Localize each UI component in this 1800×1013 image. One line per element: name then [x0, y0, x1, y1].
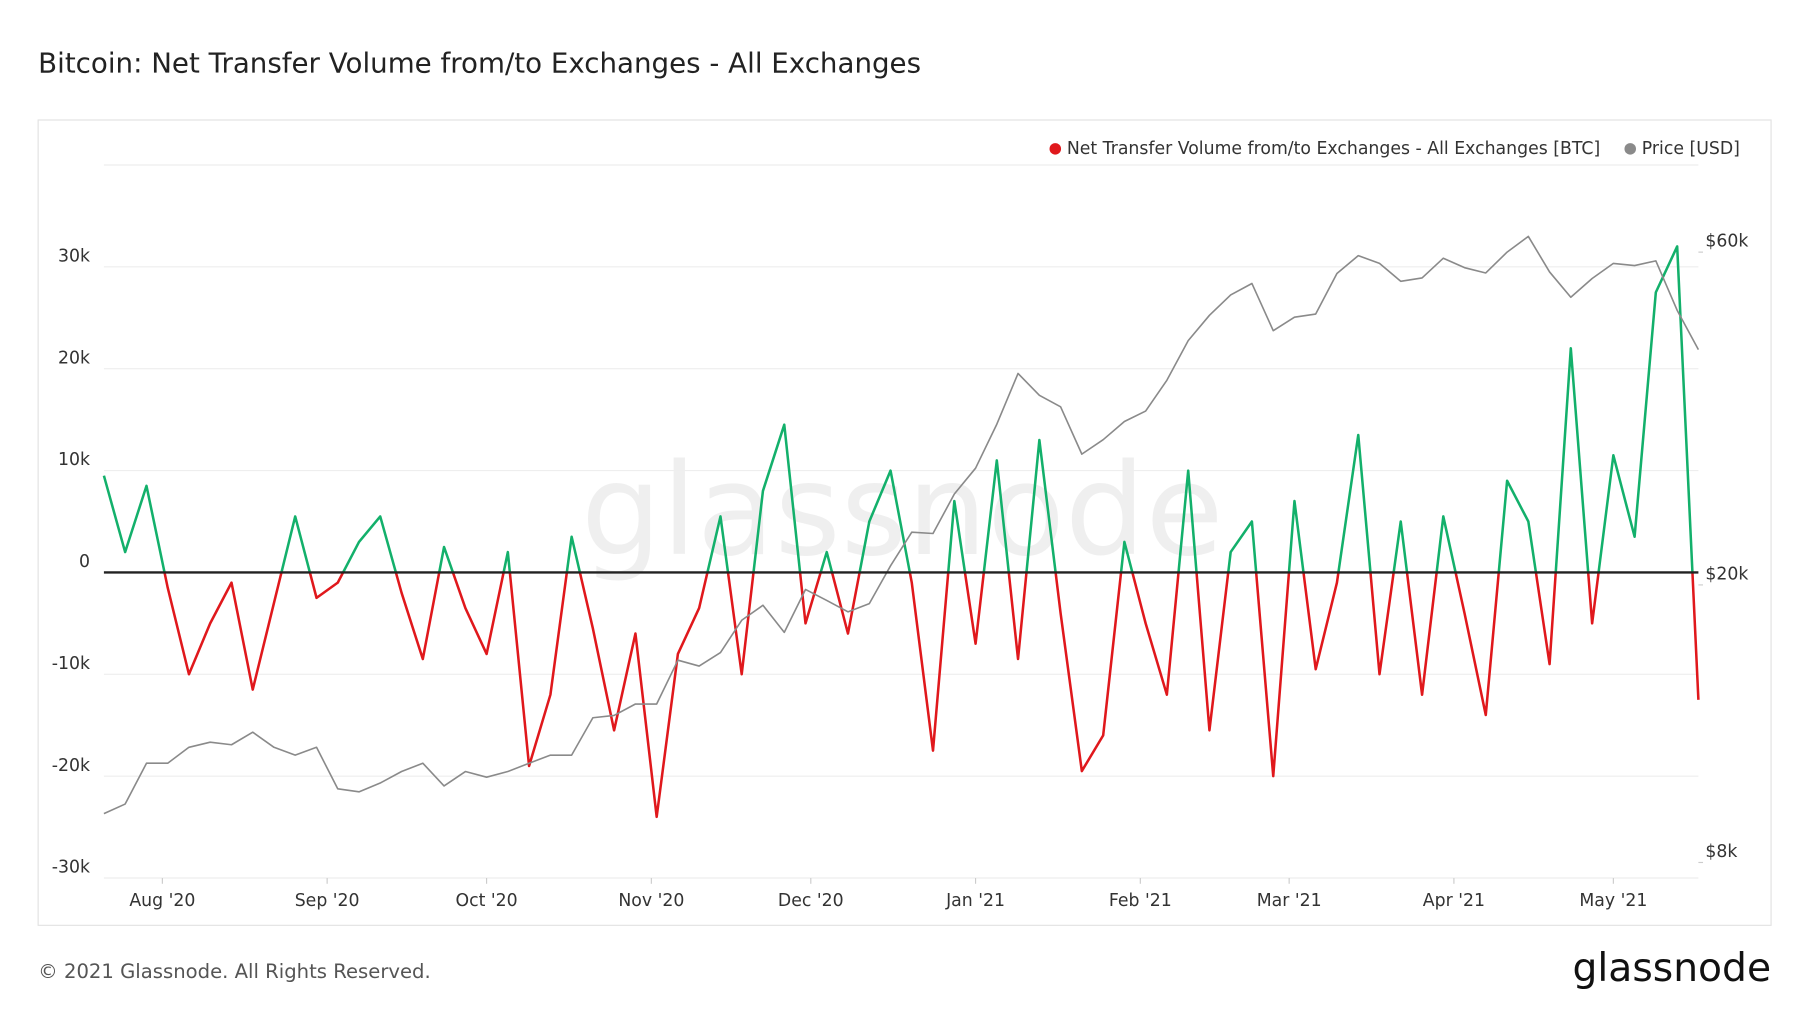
x-tick-label: Sep '20 — [295, 891, 360, 911]
watermark: glassnode — [581, 436, 1224, 584]
x-tick-label: Aug '20 — [129, 891, 195, 911]
x-tick-label: Jan '21 — [945, 891, 1005, 911]
legend-label: Net Transfer Volume from/to Exchanges - … — [1067, 139, 1600, 159]
legend-marker — [1624, 143, 1637, 155]
net-line-positive — [102, 245, 1694, 573]
y-tick-label: 10k — [58, 450, 90, 470]
plot-frame — [37, 119, 1772, 926]
footer: © 2021 Glassnode. All Rights Reserved. — [38, 960, 431, 983]
x-tick-label: Oct '20 — [455, 891, 517, 911]
x-tick-label: Feb '21 — [1109, 891, 1172, 911]
y-tick-label: 0 — [79, 552, 90, 572]
y-tick-label: 30k — [58, 246, 90, 266]
legend-label: Price [USD] — [1642, 139, 1740, 159]
y-tick-label: -10k — [52, 654, 90, 674]
legend-marker — [1049, 143, 1062, 155]
y2-tick-label: $20k — [1705, 565, 1748, 585]
y-tick-label: 20k — [58, 348, 90, 368]
x-tick-label: Dec '20 — [778, 891, 844, 911]
brand-logo: glassnode — [1573, 946, 1772, 991]
x-tick-label: Nov '20 — [618, 891, 684, 911]
x-tick-label: May '21 — [1579, 891, 1647, 911]
net-line-negative — [163, 572, 1700, 819]
x-tick-label: Apr '21 — [1423, 891, 1485, 911]
x-tick-label: Mar '21 — [1257, 891, 1322, 911]
price-line — [103, 235, 1700, 815]
y2-tick-label: $8k — [1705, 842, 1737, 862]
y-tick-label: -20k — [52, 756, 90, 776]
y2-tick-label: $60k — [1705, 232, 1748, 252]
y-tick-label: -30k — [52, 858, 90, 878]
chart-title: Bitcoin: Net Transfer Volume from/to Exc… — [38, 47, 921, 80]
